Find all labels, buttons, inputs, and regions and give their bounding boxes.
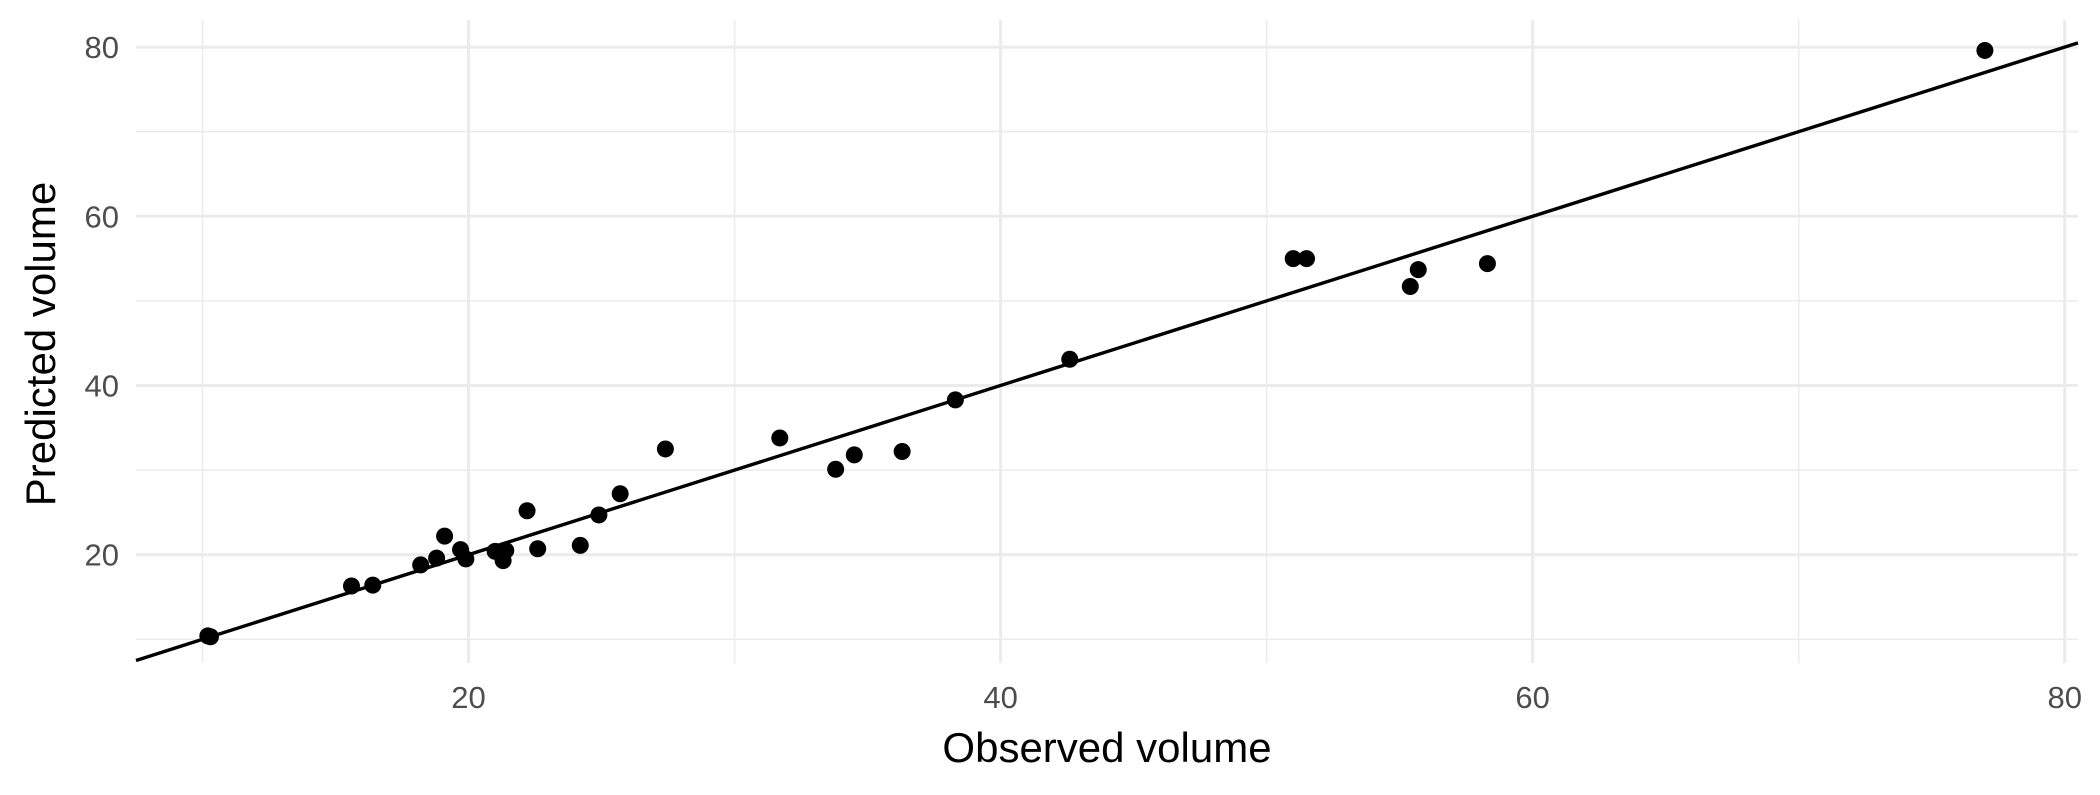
data-point [436,527,454,545]
data-point [428,549,446,567]
data-point [201,628,219,646]
points-layer [199,41,1994,646]
data-point [893,442,911,460]
data-point [845,446,863,464]
data-point [364,576,382,594]
y-axis-title: Predicted volume [17,182,64,507]
data-point [1409,261,1427,279]
data-point [1401,278,1419,296]
data-point [571,536,589,554]
data-point [342,577,360,595]
data-point [1478,255,1496,273]
y-tick-label: 40 [85,368,119,403]
data-point [946,391,964,409]
y-tick-label: 20 [85,538,119,573]
x-axis-title: Observed volume [942,724,1271,771]
data-point [771,429,789,447]
data-point [1284,250,1302,268]
data-point [457,550,475,568]
x-tick-label: 60 [1515,680,1549,715]
data-point [590,506,608,524]
data-point [1298,250,1316,268]
x-axis-ticks: 20 40 60 80 [451,680,2082,715]
y-tick-label: 60 [85,199,119,234]
y-axis-ticks: 20 40 60 80 [85,30,119,573]
grid [136,20,2078,663]
data-point [827,460,845,478]
data-point [611,485,629,503]
x-tick-label: 20 [451,680,485,715]
data-point [1061,350,1079,368]
data-point [518,502,536,520]
data-point [412,556,430,574]
x-tick-label: 40 [983,680,1017,715]
x-tick-label: 80 [2047,680,2081,715]
data-point [529,540,547,558]
data-point [497,541,515,559]
data-point [656,440,674,458]
data-point [1976,41,1994,59]
y-tick-label: 80 [85,30,119,65]
